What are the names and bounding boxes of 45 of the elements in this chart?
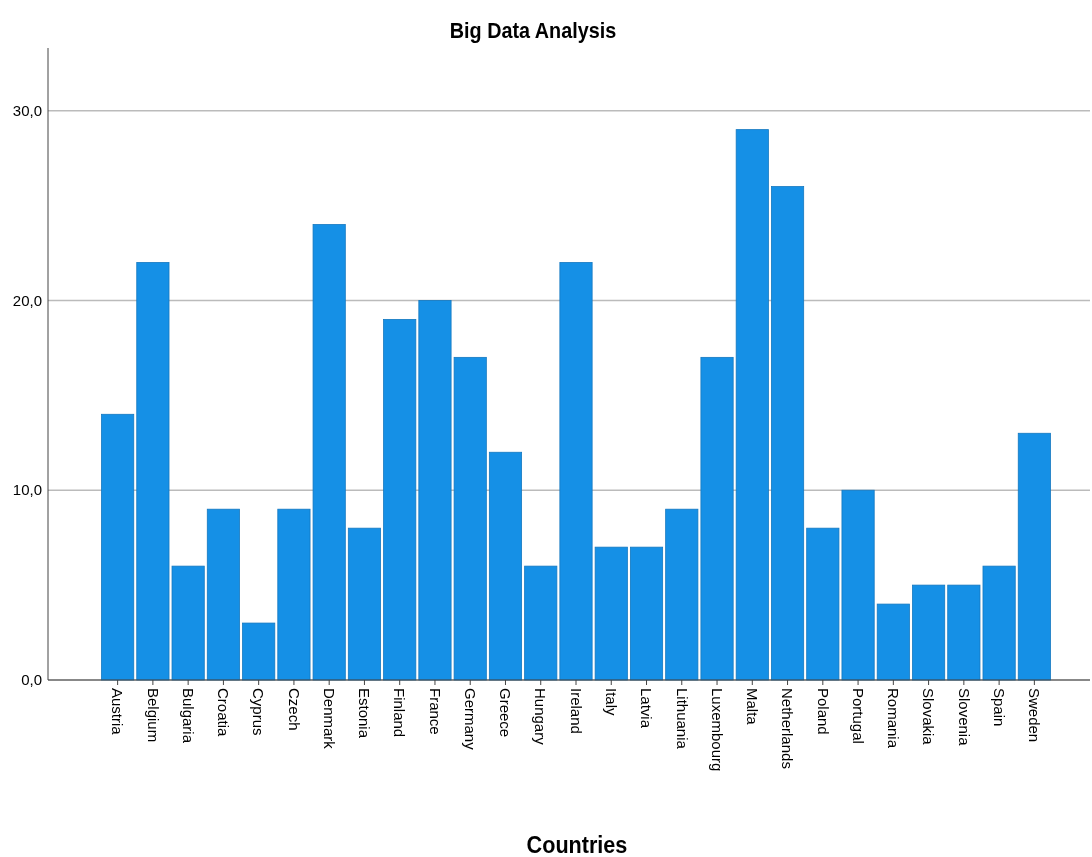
bar <box>629 546 664 681</box>
x-tick-label: France <box>426 688 444 735</box>
x-tick-label: Czech <box>285 688 303 731</box>
x-tick-label: Netherlands <box>779 688 797 769</box>
bar <box>101 413 135 681</box>
x-tick-label: Romania <box>885 688 903 749</box>
y-tick-label: 20,0 <box>12 291 42 309</box>
x-tick-label: Spain <box>990 688 1008 727</box>
y-tick-label: 30,0 <box>12 101 42 119</box>
x-tick-label: Portugal <box>849 688 867 744</box>
bar <box>1017 432 1051 681</box>
x-tick-label: Ireland <box>567 688 585 734</box>
bar <box>383 319 417 681</box>
bar <box>242 622 276 681</box>
x-tick-label: Slovakia <box>920 688 938 746</box>
bar <box>735 129 769 681</box>
x-tick-label: Sweden <box>1026 688 1044 743</box>
x-tick-label: Austria <box>109 688 127 736</box>
x-tick-label: Cyprus <box>250 688 268 736</box>
x-tick-label: Italy <box>603 688 621 717</box>
bar <box>347 527 381 681</box>
x-tick-label: Slovenia <box>955 688 973 747</box>
bar <box>206 508 240 681</box>
bar <box>876 603 910 681</box>
bar <box>771 186 805 681</box>
x-tick-label: Latvia <box>638 688 656 729</box>
x-tick-label: Hungary <box>532 688 550 746</box>
x-tick-label: Croatia <box>215 688 233 738</box>
x-tick-label: Estonia <box>356 688 374 739</box>
x-tick-label: Germany <box>461 688 479 751</box>
x-tick-label: Lithuania <box>673 688 691 750</box>
y-tick-label: 10,0 <box>12 481 42 499</box>
x-tick-label: Belgium <box>144 688 162 743</box>
x-tick-label: Greece <box>497 688 515 738</box>
chart-title: Big Data Analysis <box>449 18 617 43</box>
x-axis-title: Countries <box>526 830 628 857</box>
bar <box>912 584 946 681</box>
bar <box>488 451 523 681</box>
x-tick-label: Finland <box>391 688 409 738</box>
x-tick-label: Luxembourg <box>708 688 726 772</box>
y-tick-label: 0,0 <box>21 671 42 689</box>
x-tick-label: Poland <box>814 688 832 735</box>
x-tick-label: Denmark <box>320 688 338 750</box>
x-tick-label: Malta <box>744 688 762 726</box>
x-tick-label: Bulgaria <box>179 688 197 744</box>
